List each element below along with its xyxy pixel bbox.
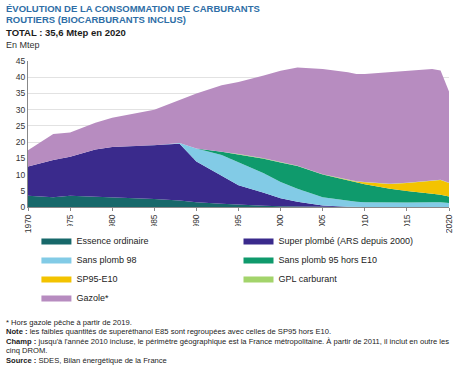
svg-text:15: 15 [16, 153, 26, 163]
svg-text:5: 5 [21, 186, 26, 196]
html-text:* Hors gazole pêche à partir d: * Hors gazole pêche à partir de 2019. [6, 318, 132, 327]
svg-text:30: 30 [16, 105, 26, 115]
html-text:Note : les faibles quantités d: Note : les faibles quantités de superéth… [6, 327, 332, 337]
svg-text:Gazole*: Gazole* [76, 293, 109, 303]
svg-text:2010: 2010 [359, 214, 370, 234]
html-text:ÉVOLUTION DE LA CONSOMMATION D: ÉVOLUTION DE LA CONSOMMATION DE CARBURAN… [6, 3, 260, 25]
svg-text:0: 0 [21, 202, 26, 212]
svg-text:Essence ordinaire: Essence ordinaire [76, 236, 148, 246]
svg-text:Sans plomb 95 hors E10: Sans plomb 95 hors E10 [279, 255, 378, 265]
svg-text:2005: 2005 [317, 214, 328, 234]
svg-text:45: 45 [16, 56, 26, 66]
svg-text:2015: 2015 [401, 214, 412, 234]
svg-text:GPL carburant: GPL carburant [279, 274, 338, 284]
svg-text:1980: 1980 [107, 214, 117, 234]
svg-text:1995: 1995 [233, 214, 244, 234]
svg-text:20: 20 [16, 137, 26, 147]
html-text:Champ : jusqu'à l'année 2010 i: Champ : jusqu'à l'année 2010 incluse, le… [6, 336, 449, 356]
svg-text:2020: 2020 [443, 214, 454, 234]
svg-text:1975: 1975 [64, 214, 75, 234]
svg-text:1985: 1985 [149, 214, 160, 234]
svg-text:2000: 2000 [275, 214, 286, 234]
svg-text:1970: 1970 [23, 214, 33, 233]
html-text:En Mtep: En Mtep [6, 40, 40, 50]
svg-text:35: 35 [16, 88, 26, 98]
svg-text:1990: 1990 [191, 214, 202, 234]
svg-text:Sans plomb 98: Sans plomb 98 [76, 255, 136, 265]
svg-text:25: 25 [16, 121, 26, 131]
svg-text:40: 40 [16, 72, 26, 82]
svg-text:SP95-E10: SP95-E10 [76, 274, 117, 284]
svg-text:Super plombé (ARS depuis 2000): Super plombé (ARS depuis 2000) [279, 236, 414, 246]
html-text:TOTAL : 35,6 Mtep en 2020: TOTAL : 35,6 Mtep en 2020 [6, 27, 126, 38]
svg-text:10: 10 [16, 170, 26, 180]
html-text:Source : SDES, Bilan énergétiq: Source : SDES, Bilan énergétique de la F… [6, 355, 167, 365]
